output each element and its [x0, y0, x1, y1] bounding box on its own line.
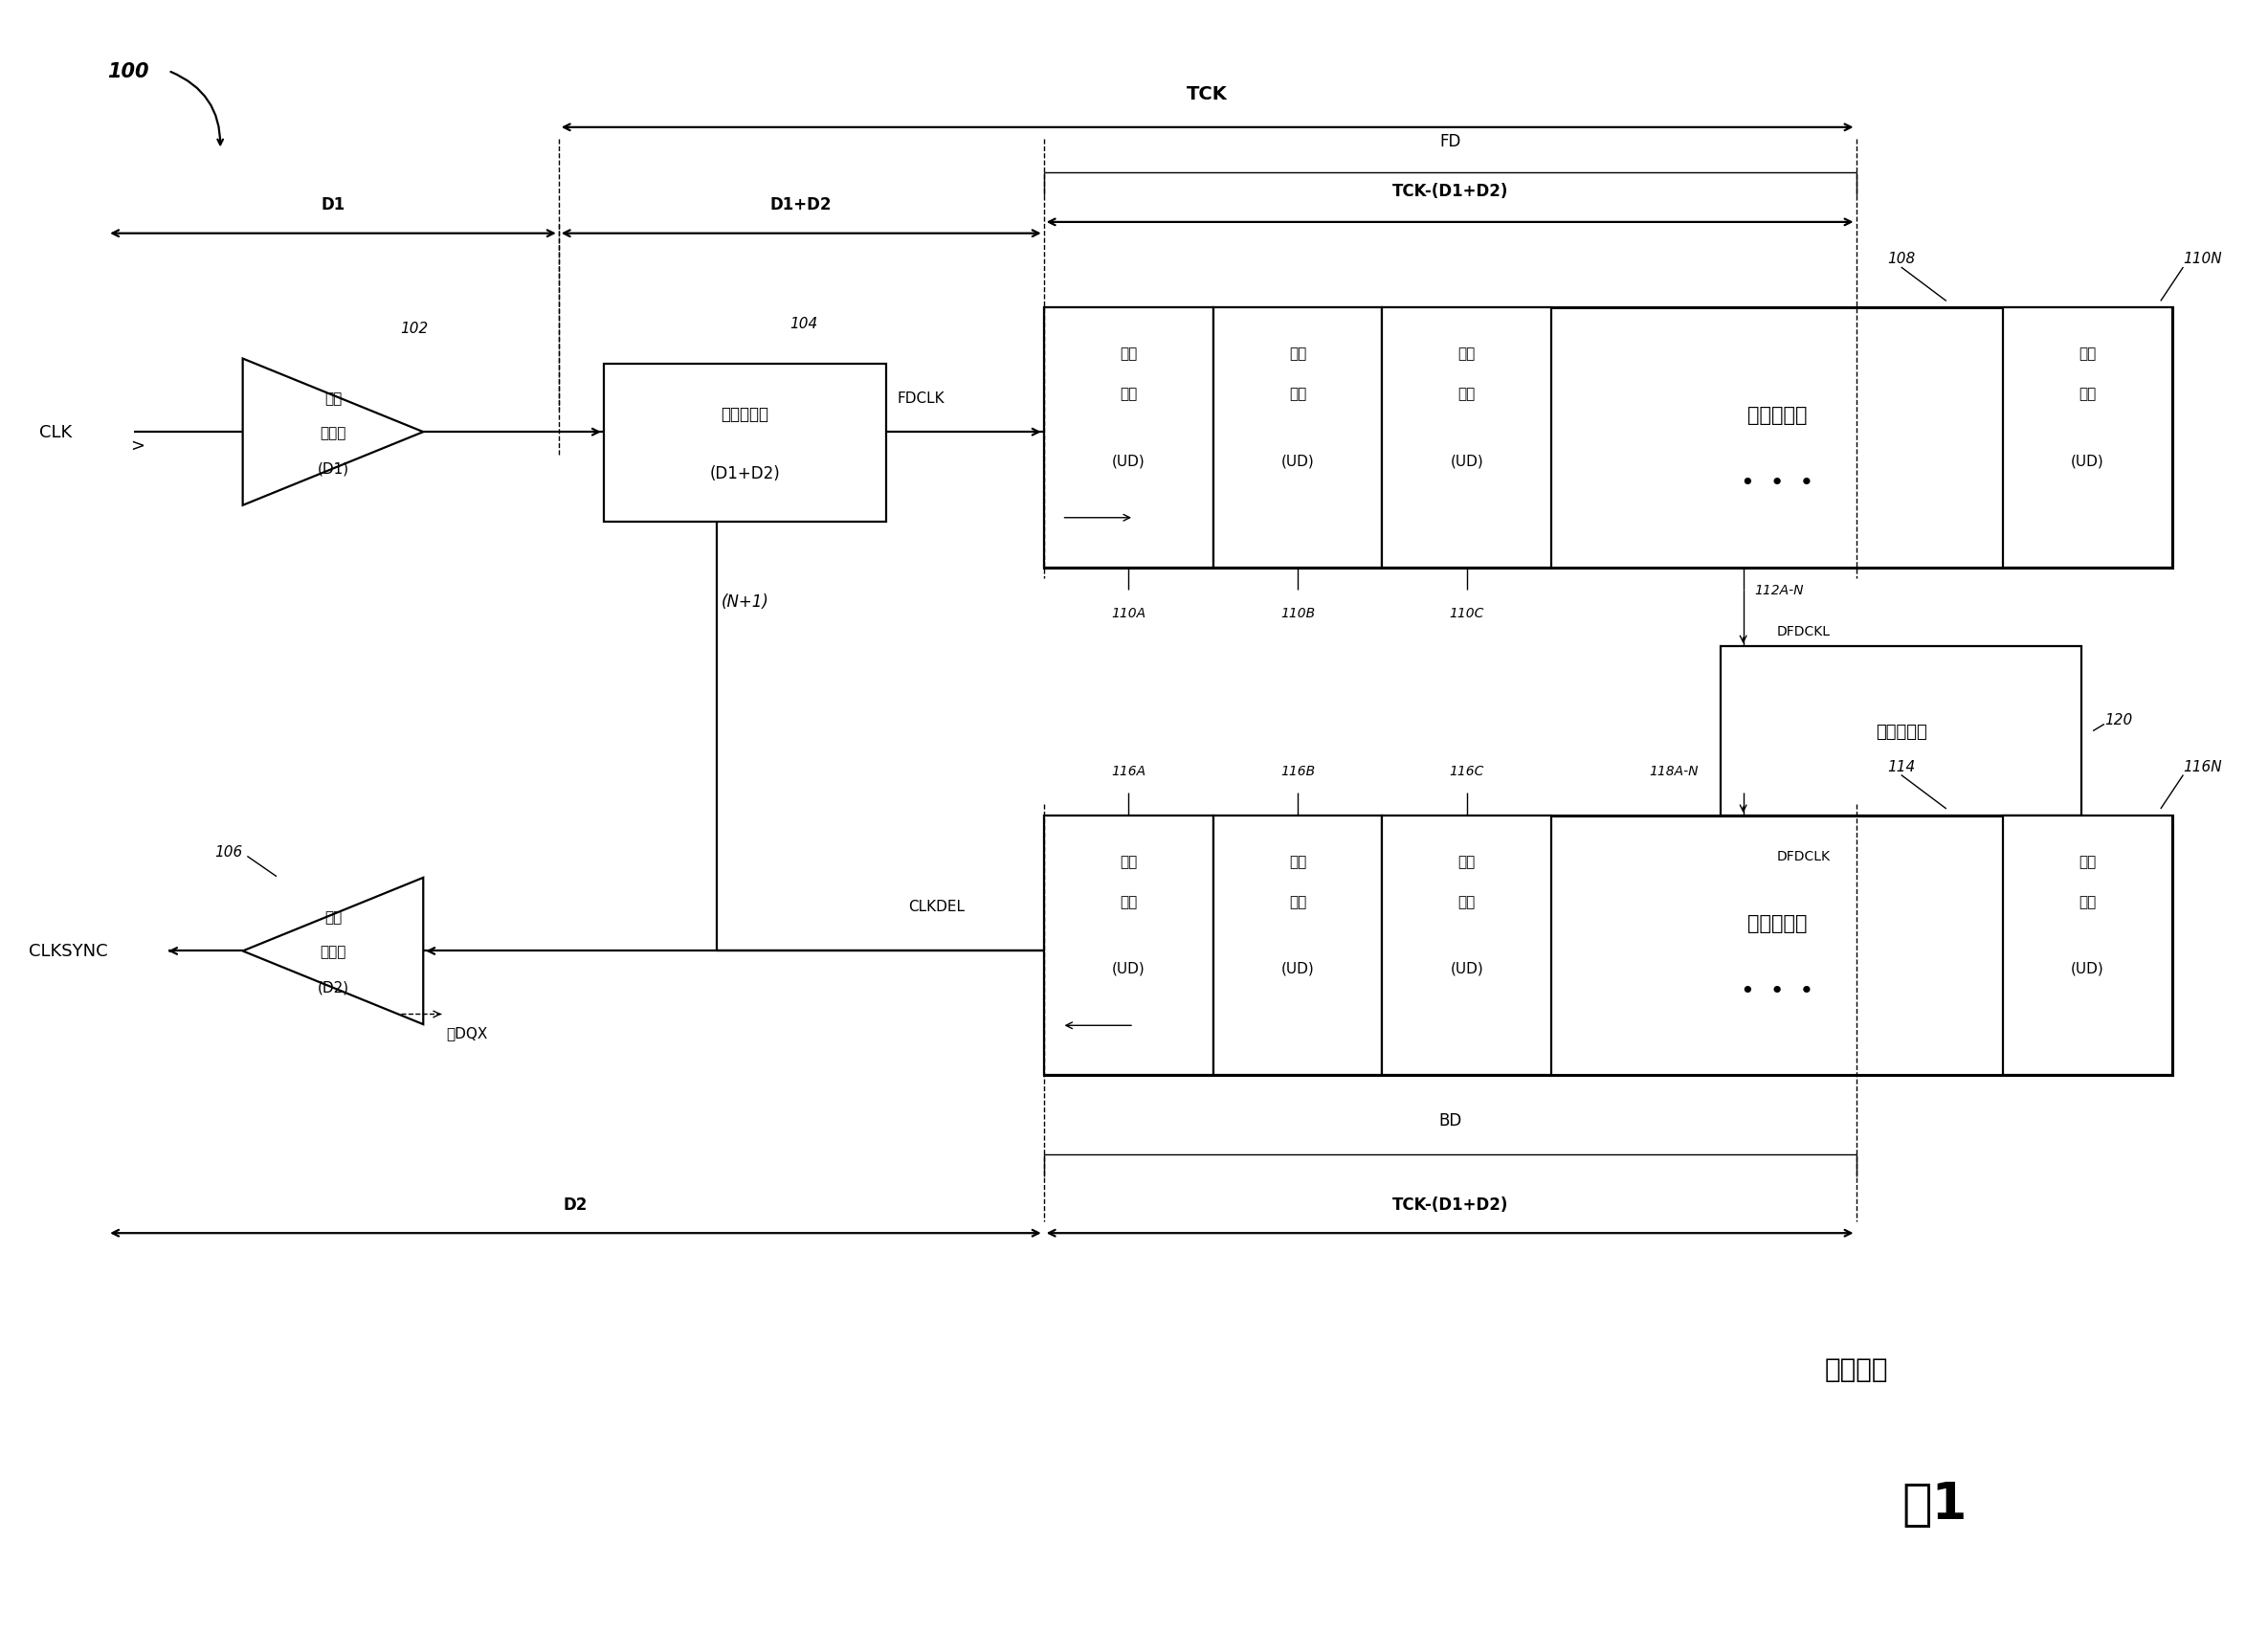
- Text: (UD): (UD): [1111, 454, 1145, 468]
- Text: 114: 114: [1887, 759, 1914, 774]
- Text: •  •  •: • • •: [1740, 472, 1814, 494]
- Text: 单位: 单位: [1288, 854, 1306, 868]
- Text: 缓冲器: 缓冲器: [320, 426, 347, 439]
- Text: 延迟: 延迟: [2077, 894, 2096, 909]
- Text: (D1+D2): (D1+D2): [710, 465, 780, 481]
- Text: 106: 106: [215, 845, 243, 860]
- Bar: [1381, 816, 1551, 1075]
- Text: 单位: 单位: [1120, 854, 1136, 868]
- Bar: [1381, 308, 1551, 568]
- Text: TCK-(D1+D2): TCK-(D1+D2): [1393, 1195, 1508, 1213]
- Text: 延迟: 延迟: [2077, 387, 2096, 401]
- Text: (D2): (D2): [318, 981, 349, 994]
- Text: 110C: 110C: [1449, 607, 1483, 620]
- Text: CLKDEL: CLKDEL: [909, 899, 964, 914]
- Text: 单位: 单位: [1458, 854, 1476, 868]
- Text: (UD): (UD): [1449, 454, 1483, 468]
- Text: 116B: 116B: [1281, 764, 1315, 777]
- Text: 110A: 110A: [1111, 607, 1145, 620]
- Text: FD: FD: [1440, 132, 1461, 150]
- Text: 前向延迟线: 前向延迟线: [1746, 406, 1808, 426]
- Text: DFDCLK: DFDCLK: [1778, 850, 1830, 863]
- Bar: [2003, 308, 2173, 568]
- Text: 104: 104: [789, 317, 819, 331]
- Bar: [1043, 308, 1213, 568]
- Text: 102: 102: [401, 322, 429, 336]
- Bar: [603, 366, 887, 522]
- Text: 现有技术: 现有技术: [1823, 1355, 1887, 1382]
- Bar: [1043, 816, 1213, 1075]
- Text: 镜像控制器: 镜像控制器: [1876, 723, 1928, 739]
- Text: 模拟延迟线: 模拟延迟线: [721, 406, 769, 423]
- Bar: [1721, 646, 2082, 816]
- Text: D2: D2: [562, 1195, 587, 1213]
- Text: 缓冲器: 缓冲器: [320, 945, 347, 958]
- Bar: [1043, 308, 2173, 568]
- Text: 118A-N: 118A-N: [1649, 764, 1699, 777]
- Text: 〈DQX: 〈DQX: [447, 1025, 488, 1040]
- Text: (UD): (UD): [2071, 454, 2105, 468]
- Text: 116A: 116A: [1111, 764, 1145, 777]
- Text: FDCLK: FDCLK: [898, 392, 943, 406]
- Text: (UD): (UD): [1111, 961, 1145, 976]
- Text: 延迟: 延迟: [1458, 387, 1476, 401]
- Text: (UD): (UD): [1449, 961, 1483, 976]
- Text: 延迟: 延迟: [1120, 894, 1136, 909]
- Text: 116C: 116C: [1449, 764, 1483, 777]
- Text: 110B: 110B: [1281, 607, 1315, 620]
- Text: 单位: 单位: [1288, 346, 1306, 361]
- Text: D1: D1: [320, 196, 345, 214]
- Text: DFDCKL: DFDCKL: [1778, 625, 1830, 638]
- Text: 116N: 116N: [2184, 759, 2223, 774]
- Text: 延迟: 延迟: [1458, 894, 1476, 909]
- Text: D1+D2: D1+D2: [771, 196, 832, 214]
- Bar: [1213, 308, 1381, 568]
- Text: (UD): (UD): [1281, 454, 1313, 468]
- Text: 100: 100: [107, 62, 150, 82]
- Text: (UD): (UD): [1281, 961, 1313, 976]
- Bar: [1213, 816, 1381, 1075]
- Text: (UD): (UD): [2071, 961, 2105, 976]
- Text: CLKSYNC: CLKSYNC: [29, 943, 107, 960]
- Text: 后向延迟线: 后向延迟线: [1746, 914, 1808, 934]
- Text: 输入: 输入: [324, 392, 342, 406]
- Text: 单位: 单位: [1120, 346, 1136, 361]
- Text: TCK: TCK: [1186, 85, 1227, 103]
- Text: 图1: 图1: [1903, 1479, 1969, 1529]
- Text: •  •  •: • • •: [1740, 979, 1814, 1002]
- Text: TCK-(D1+D2): TCK-(D1+D2): [1393, 183, 1508, 199]
- Text: 112A-N: 112A-N: [1755, 584, 1803, 597]
- Text: 延迟: 延迟: [1288, 387, 1306, 401]
- Text: 单位: 单位: [2077, 854, 2096, 868]
- Text: CLK: CLK: [39, 424, 73, 441]
- Text: >: >: [129, 437, 145, 454]
- Text: (N+1): (N+1): [721, 592, 769, 610]
- Bar: [1043, 816, 2173, 1075]
- Text: 110N: 110N: [2184, 251, 2223, 266]
- Text: 单位: 单位: [2077, 346, 2096, 361]
- Text: 108: 108: [1887, 251, 1914, 266]
- Text: 输出: 输出: [324, 911, 342, 925]
- Bar: [2003, 816, 2173, 1075]
- Text: 单位: 单位: [1458, 346, 1476, 361]
- Text: 延迟: 延迟: [1288, 894, 1306, 909]
- Text: 120: 120: [2105, 713, 2132, 728]
- Text: 延迟: 延迟: [1120, 387, 1136, 401]
- Text: (D1): (D1): [318, 462, 349, 477]
- Text: BD: BD: [1438, 1111, 1461, 1129]
